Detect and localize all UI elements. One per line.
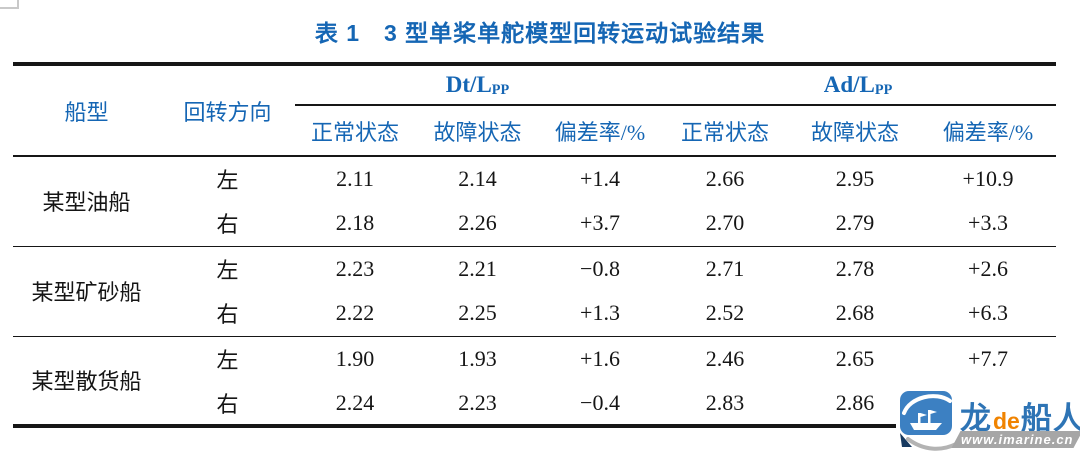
value-cell: 2.11 — [336, 166, 374, 191]
direction-cell: 左 — [160, 335, 295, 381]
value-cell: 2.70 — [705, 210, 745, 236]
direction-cell: 右 — [216, 302, 239, 328]
direction-cell: 左 — [160, 245, 295, 291]
value-cell: 2.24 — [335, 389, 375, 415]
dt-lpp-subscript: PP — [491, 81, 510, 98]
value-cell: 2.21 — [415, 245, 540, 291]
value-cell: 2.79 — [835, 210, 875, 236]
results-table: 船型 回转方向 Dt/LPP Ad/LPP 正常状态 故障状态 偏差率/% 正常… — [13, 62, 1057, 428]
col-header-dt-deviation: 偏差率/% — [540, 105, 660, 157]
value-cell: +6.3 — [968, 300, 1008, 326]
value-cell: 2.83 — [705, 389, 745, 415]
value-cell: 2.86 — [835, 389, 875, 415]
value-cell: +2.6 — [920, 245, 1057, 291]
value-cell: 2.18 — [335, 210, 375, 236]
value-cell: +7.7 — [920, 335, 1057, 381]
col-header-ad-fault: 故障状态 — [790, 105, 920, 157]
value-cell: 2.52 — [705, 300, 745, 326]
direction-cell: 右 — [216, 391, 239, 417]
col-header-dt-fault: 故障状态 — [415, 105, 540, 157]
value-cell: −0.4 — [580, 389, 620, 415]
value-cell: 2.26 — [458, 210, 497, 236]
brand-part-long: 龙 — [960, 401, 992, 436]
col-header-ship-type: 船型 — [13, 64, 160, 157]
value-cell: +1.4 — [580, 166, 620, 191]
value-cell: 2.23 — [458, 389, 497, 415]
col-header-ad-normal: 正常状态 — [660, 105, 790, 157]
value-cell: 1.93 — [415, 335, 540, 381]
ship-logo-icon — [898, 389, 958, 456]
value-cell: 2.14 — [458, 166, 497, 191]
table-row: 右 2.22 2.25 +1.3 2.52 2.68 +6.3 — [13, 291, 1056, 336]
table-row: 某型油船 左 2.11 2.14 +1.4 2.66 2.95 +10.9 — [13, 156, 1056, 215]
table-caption: 表 1 3 型单桨单舵模型回转运动试验结果 — [314, 20, 766, 46]
col-header-dt-normal: 正常状态 — [295, 105, 415, 157]
brand-wordmark: 龙de船人 — [960, 393, 1080, 438]
dt-lpp-base: Dt/L — [445, 71, 492, 97]
value-cell: 2.68 — [835, 300, 875, 326]
table-row: 某型散货船 左 1.90 1.93 +1.6 2.46 2.65 +7.7 — [13, 335, 1057, 426]
value-cell: 1.90 — [295, 335, 415, 381]
value-cell: 2.95 — [835, 166, 875, 191]
value-cell: +3.7 — [580, 210, 620, 236]
value-cell: 2.23 — [295, 245, 415, 291]
col-header-turn-direction: 回转方向 — [160, 64, 295, 157]
brand-url-banner: www.imarine.cn — [951, 431, 1080, 448]
brand-url: www.imarine.cn — [960, 432, 1074, 447]
screenshot-corner-artifact — [0, 0, 19, 9]
direction-cell: 左 — [216, 168, 239, 193]
value-cell: +10.9 — [962, 166, 1014, 191]
col-header-ad-deviation: 偏差率/% — [920, 105, 1057, 157]
brand-part-chuanren: 船人 — [1020, 401, 1080, 436]
value-cell: +3.3 — [968, 210, 1008, 236]
value-cell: 2.78 — [790, 245, 920, 291]
value-cell: 2.65 — [790, 335, 920, 381]
value-cell: 2.46 — [660, 335, 790, 381]
value-cell: −0.8 — [540, 245, 660, 291]
ad-lpp-subscript: PP — [874, 81, 893, 98]
ship-type-cell: 某型油船 — [42, 190, 131, 216]
imarine-watermark: 龙de船人 www.imarine.cn — [896, 385, 1080, 451]
ship-type-cell: 某型散货船 — [13, 335, 160, 426]
direction-cell: 右 — [216, 212, 239, 238]
table-row: 某型矿砂船 左 2.23 2.21 −0.8 2.71 2.78 +2.6 — [13, 245, 1057, 336]
brand-part-de: de — [993, 408, 1020, 434]
ad-lpp-base: Ad/L — [823, 71, 875, 97]
value-cell: 2.22 — [335, 300, 375, 326]
value-cell: 2.25 — [458, 300, 497, 326]
table-row: 右 2.18 2.26 +3.7 2.70 2.79 +3.3 — [13, 201, 1056, 246]
ship-type-cell: 某型矿砂船 — [13, 245, 160, 336]
col-group-ad-lpp: Ad/LPP — [660, 64, 1057, 106]
value-cell: +1.3 — [580, 300, 620, 326]
value-cell: +1.6 — [540, 335, 660, 381]
value-cell: 2.66 — [705, 166, 745, 191]
table-header: 船型 回转方向 Dt/LPP Ad/LPP 正常状态 故障状态 偏差率/% 正常… — [13, 64, 1057, 157]
col-group-dt-lpp: Dt/LPP — [295, 64, 660, 106]
value-cell: 2.71 — [660, 245, 790, 291]
